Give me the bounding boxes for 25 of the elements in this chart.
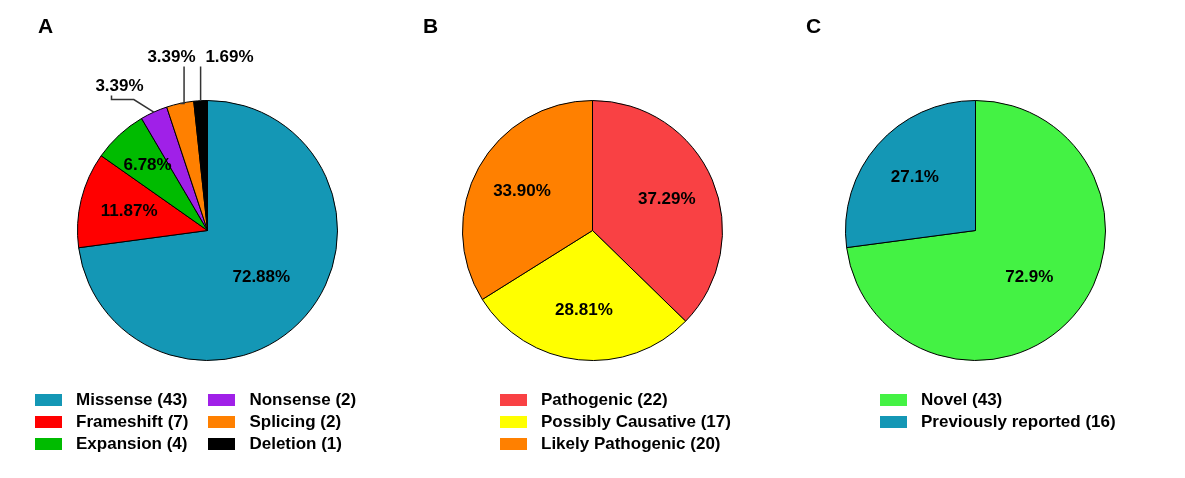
legend-label: Missense (43) [76,389,188,410]
legend-label: Novel (43) [921,389,1003,410]
legend-label: Expansion (4) [76,433,188,454]
data-label: 72.9% [1005,267,1054,287]
data-label: 28.81% [555,300,613,320]
data-label: 33.90% [493,181,551,201]
legend-label: Possibly Causative (17) [541,411,731,432]
legend-label: Previously reported (16) [921,411,1116,432]
data-label: 3.39% [147,47,196,67]
legend-label: Splicing (2) [249,411,342,432]
legend-label: Deletion (1) [249,433,342,454]
data-label: 37.29% [637,188,696,208]
legend-label: Likely Pathogenic (20) [541,433,721,454]
data-label: 11.87% [100,201,158,221]
chart-title: C [806,14,822,38]
chart-title: B [423,14,439,38]
data-label: 3.39% [95,76,144,96]
chart-title: A [38,14,54,38]
legend-label: Frameshift (7) [76,411,189,432]
data-label: 27.1% [890,167,939,187]
data-label: 6.78% [123,155,172,175]
legend-label: Pathogenic (22) [541,389,668,410]
data-label: 72.88% [232,267,291,287]
legend-label: Nonsense (2) [249,389,357,410]
data-label: 1.69% [205,47,254,67]
